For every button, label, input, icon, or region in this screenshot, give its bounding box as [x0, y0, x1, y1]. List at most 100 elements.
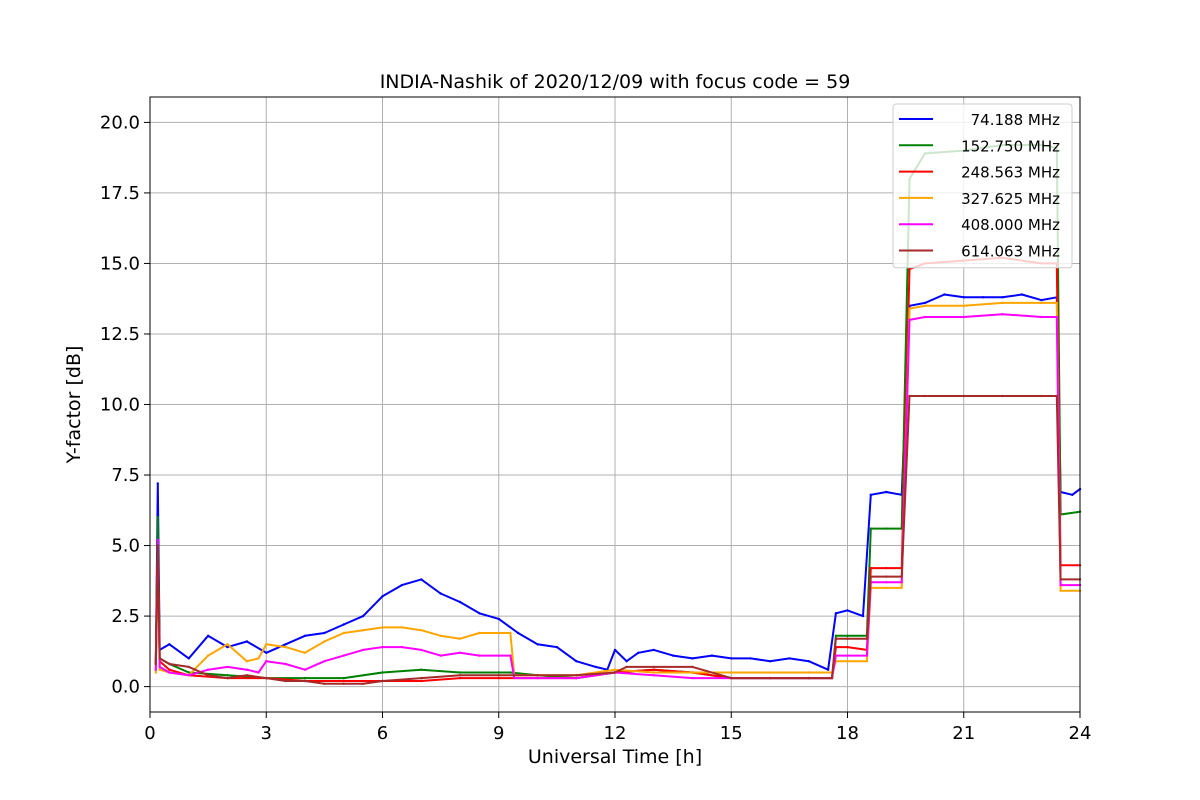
data-point [381, 595, 384, 598]
data-point [265, 651, 268, 654]
data-point [710, 654, 714, 657]
data-point [284, 679, 287, 683]
data-point [826, 668, 830, 671]
x-tick-label: 3 [261, 723, 272, 744]
data-point [381, 679, 384, 683]
data-point [1040, 298, 1043, 302]
data-point [439, 634, 442, 637]
data-point [1055, 394, 1059, 398]
data-point [807, 676, 810, 680]
data-point [869, 566, 872, 570]
data-point [788, 657, 791, 660]
data-point [652, 648, 655, 652]
data-point [1001, 394, 1004, 398]
data-point [691, 676, 694, 680]
data-point [908, 267, 911, 271]
data-point [846, 645, 849, 649]
data-point [846, 660, 849, 663]
data-point [226, 645, 229, 649]
data-point [245, 640, 249, 643]
data-point [206, 674, 210, 677]
data-point [187, 674, 190, 677]
y-axis-label: Y-factor [dB] [63, 346, 85, 465]
data-point [361, 629, 365, 632]
data-point [156, 482, 159, 485]
data-point [575, 674, 578, 677]
x-tick-label: 12 [604, 723, 627, 744]
x-tick-label: 21 [952, 723, 975, 744]
data-point [652, 671, 655, 674]
data-point [807, 660, 810, 663]
data-point [807, 671, 810, 674]
data-point [420, 578, 423, 581]
data-point [439, 592, 442, 595]
data-point [509, 671, 512, 674]
data-point [691, 671, 694, 674]
data-point [381, 626, 384, 629]
data-point [342, 623, 345, 626]
data-point [1001, 313, 1004, 316]
data-point [245, 674, 249, 677]
data-point [625, 665, 628, 669]
x-tick-label: 9 [493, 723, 504, 744]
data-point [509, 654, 512, 657]
data-point [900, 586, 903, 590]
legend-label: 614.063 MHz [961, 243, 1060, 261]
data-point [323, 682, 326, 685]
data-point [303, 676, 307, 680]
data-point [1040, 315, 1043, 319]
data-point [516, 631, 520, 635]
data-point [323, 660, 326, 663]
data-point [257, 671, 260, 674]
data-point [1059, 589, 1062, 592]
data-point [245, 660, 249, 663]
data-point [265, 660, 268, 663]
data-point [671, 654, 675, 657]
data-point [420, 679, 423, 683]
data-point [830, 676, 834, 680]
tick-layer: 0 3 6 9 12 15 18 21 24 0.0 2.5 5.0 7.5 10.0 12.5 15.0 17… [100, 112, 1092, 744]
data-point [900, 575, 903, 578]
data-point [265, 676, 268, 680]
y-tick-label: 2.5 [111, 606, 140, 627]
x-tick-label: 6 [377, 723, 388, 744]
data-point [342, 682, 345, 685]
y-tick-label: 20.0 [100, 112, 140, 133]
data-point [458, 674, 462, 677]
data-point [478, 654, 481, 657]
data-point [187, 657, 190, 660]
data-point [536, 676, 539, 680]
data-point [168, 643, 171, 646]
data-point [303, 634, 307, 637]
data-point [497, 676, 500, 680]
data-point [509, 631, 512, 635]
data-point [962, 304, 965, 307]
data-point [257, 657, 260, 660]
data-point [154, 668, 157, 671]
data-point [361, 648, 365, 652]
data-point [156, 516, 159, 519]
data-point [478, 612, 481, 615]
data-point [381, 645, 384, 649]
x-tick-label: 24 [1069, 723, 1092, 744]
data-point [342, 676, 345, 680]
data-point [637, 651, 640, 654]
data-point [323, 640, 326, 643]
data-point [1055, 301, 1059, 305]
data-point [865, 660, 869, 663]
data-point [168, 668, 171, 671]
data-point [284, 643, 287, 646]
data-point [158, 668, 161, 671]
legend: 74.188 MHz 152.750 MHz 248.563 MHz 327.625 … [892, 103, 1073, 269]
data-point [168, 671, 171, 674]
data-point [154, 671, 157, 674]
data-point [420, 668, 423, 671]
data-point [400, 645, 404, 649]
data-point [923, 304, 927, 307]
data-point [846, 654, 849, 657]
data-point [943, 293, 946, 296]
data-point [303, 651, 307, 654]
data-point [613, 648, 617, 652]
data-point [342, 679, 345, 683]
data-point [908, 318, 911, 322]
